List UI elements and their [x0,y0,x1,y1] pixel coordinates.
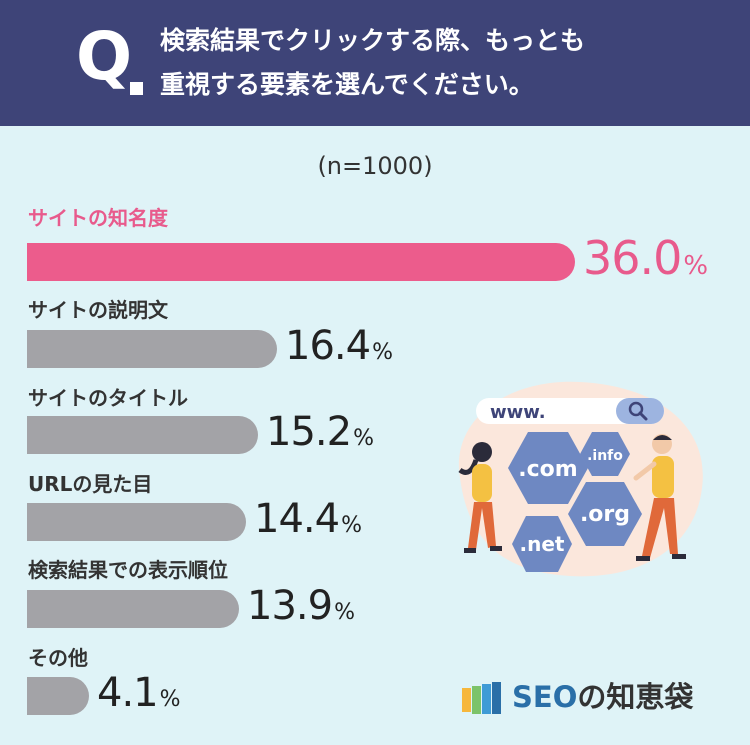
woman-figure [458,442,502,553]
value-number: 15.2 [266,409,352,455]
hex-info: .info [580,432,630,476]
hex-org: .org [568,482,642,546]
man-figure [633,434,686,561]
value-label: 13.9% [247,583,355,629]
value-number: 36.0 [583,231,682,285]
category-label: サイトの説明文 [28,298,168,322]
logo-text: SEOの知恵袋 [512,680,693,715]
value-label: 4.1% [97,670,181,716]
question-line-1: 検索結果でクリックする際、もっとも [160,26,586,55]
magnifier-icon [628,401,648,421]
category-label: サイトのタイトル [28,386,188,410]
hex-com: .com [508,432,588,504]
question-mark: Q [76,18,133,95]
value-number: 13.9 [247,583,333,629]
value-number: 16.4 [285,323,371,369]
value-unit: % [683,251,708,281]
category-label: サイトの知名度 [28,206,168,230]
hex-net: .net [512,516,572,572]
category-label: URLの見た目 [28,472,153,496]
value-number: 4.1 [97,670,159,716]
search-bar [476,398,664,424]
svg-text:.org: .org [580,502,630,527]
category-label: その他 [28,646,88,670]
bar [27,590,239,628]
value-unit: % [334,600,355,625]
value-unit: % [353,426,374,451]
question-dot [130,82,143,95]
value-unit: % [159,687,181,712]
question-line-2: 重視する要素を選んでください。 [160,70,534,99]
bar [27,677,89,715]
question-header: Q 検索結果でクリックする際、もっとも 重視する要素を選んでください。 [0,0,750,126]
value-label: 16.4% [285,323,393,369]
domain-illustration: www. .com .info .org .net [458,381,703,577]
svg-text:.info: .info [587,448,623,464]
category-label: 検索結果での表示順位 [28,558,228,582]
bar [27,330,277,368]
value-label: 36.0% [583,235,708,281]
bar [27,243,575,281]
value-label: 14.4% [254,496,362,542]
value-number: 14.4 [254,496,340,542]
logo-text-seo: SEO [512,680,578,714]
search-button [616,398,664,424]
bar [27,416,258,454]
value-unit: % [372,340,393,365]
logo-text-rest: の知恵袋 [577,680,694,714]
svg-text:.com: .com [518,457,577,482]
bar [27,503,246,541]
svg-text:.net: .net [520,532,565,556]
logo-mark-icon [462,682,501,714]
value-unit: % [341,513,362,538]
sample-size-label: (n=1000) [317,152,433,180]
search-bar-text: www. [490,402,546,423]
value-label: 15.2% [266,409,374,455]
